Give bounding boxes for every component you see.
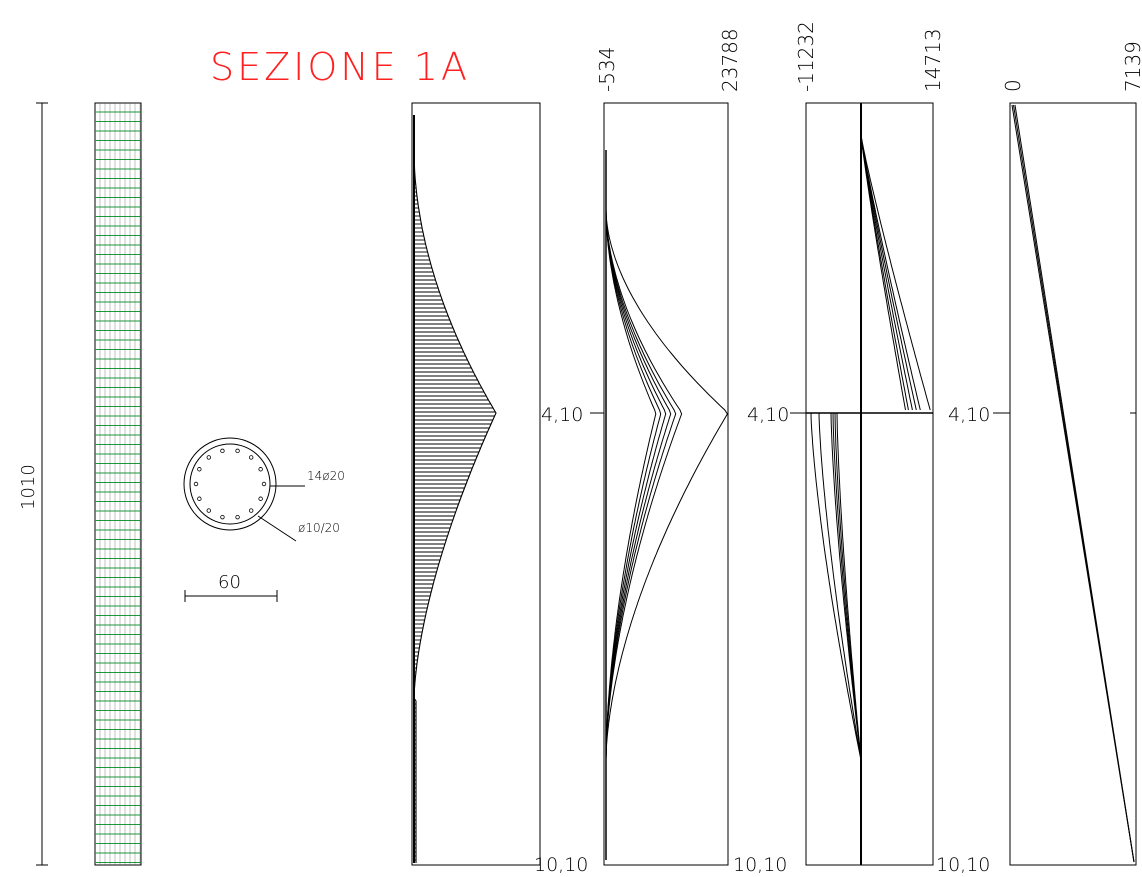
pile-length-label: 1010 (18, 464, 39, 510)
pressure-bottom-depth-label: 10,10 (534, 854, 588, 876)
rebar (258, 496, 263, 501)
main-bars-label: 14ø20 (307, 469, 345, 483)
moment-diagram-frame (603, 102, 729, 866)
moment-curve (605, 210, 657, 858)
moment-curve (605, 209, 667, 858)
pressure-diagram-frame (411, 102, 541, 866)
section-outer-circle (183, 437, 277, 531)
shear-curve-lower (810, 412, 862, 759)
pressure-envelope (413, 140, 497, 863)
rebar (258, 467, 263, 472)
moment-mid-depth-label: 4,10 (541, 404, 583, 426)
shear-curve-lower (818, 412, 862, 759)
shear-diagram-curves (806, 103, 933, 865)
rebar (197, 467, 202, 472)
pile-length-dimension (36, 102, 48, 866)
rebar-ring (193, 448, 267, 520)
axial-max-label: 7139 (1121, 41, 1142, 92)
moment-diagram-curves (605, 150, 728, 860)
shear-curve-upper (860, 134, 917, 411)
shear-bottom-depth-label: 10,10 (936, 854, 990, 876)
shear-diagram-frame (805, 102, 934, 866)
axial-min-label: 0 (1001, 79, 1025, 92)
section-title: SEZIONE 1A (210, 45, 470, 89)
shear-curve-lower (836, 412, 862, 759)
moment-max-label: 23788 (718, 28, 742, 92)
axial-diagram-frame (1009, 102, 1137, 866)
shear-curve-upper (860, 134, 909, 411)
shear-max-label: 14713 (921, 28, 945, 92)
rebar (197, 496, 202, 501)
axial-line (1014, 104, 1135, 863)
rebar (235, 514, 240, 520)
rebar (206, 508, 212, 513)
diameter-dimension (184, 590, 278, 602)
section-stirrup-circle (189, 443, 271, 525)
shear-min-label: -11232 (794, 21, 818, 92)
diameter-label: 60 (218, 572, 241, 593)
moment-curve (605, 210, 662, 858)
moment-min-label: -534 (595, 47, 619, 92)
rebar (220, 514, 225, 520)
axial-mid-depth-label: 4,10 (948, 404, 990, 426)
shear-curve-lower (830, 412, 862, 759)
stirrups-label: ø10/20 (298, 521, 340, 535)
pressure-diagram-hatch (413, 115, 497, 863)
shear-curve-upper (860, 134, 921, 411)
moment-bottom-depth-label: 10,10 (733, 854, 787, 876)
moment-curve (605, 209, 683, 858)
rebar (261, 481, 267, 487)
shear-curve-upper (860, 134, 931, 411)
axial-diagram-curves (1011, 104, 1135, 863)
rebar (220, 448, 225, 454)
rebar (248, 455, 254, 460)
shear-mid-depth-label: 4,10 (747, 404, 789, 426)
rebar (206, 455, 212, 460)
rebar (193, 481, 199, 487)
pile-cross-section (183, 437, 305, 542)
pile-mesh (94, 102, 142, 866)
pile-outline (94, 102, 142, 866)
rebar (235, 448, 240, 454)
shear-curve-upper (860, 134, 913, 411)
rebar (248, 508, 254, 513)
